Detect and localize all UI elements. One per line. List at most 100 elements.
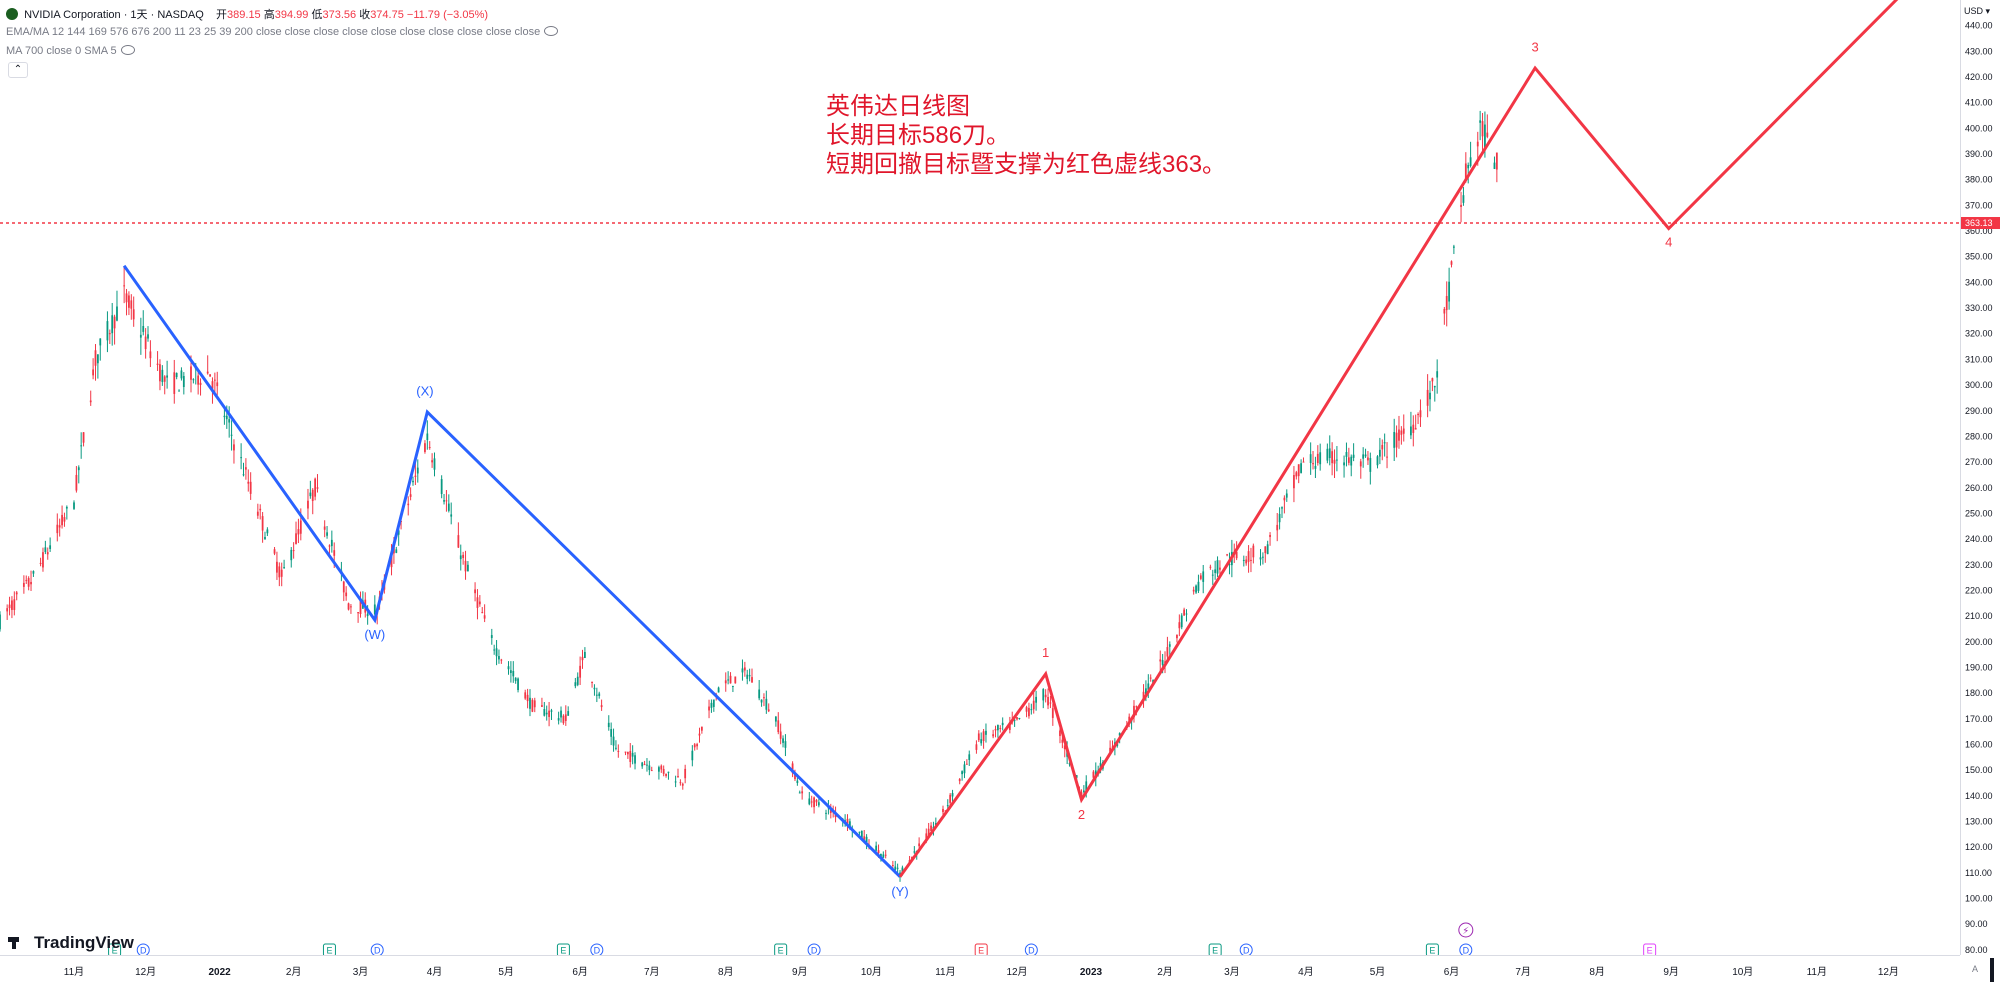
- candle-body: [128, 295, 130, 308]
- indicator-legend-ema[interactable]: EMA/MA 12 144 169 576 676 200 11 23 25 3…: [6, 26, 559, 38]
- high-value: 394.99: [274, 9, 309, 21]
- price-tick-label: 420.00: [1965, 72, 1993, 82]
- candle-body: [6, 608, 9, 612]
- candle-body: [431, 460, 434, 463]
- candle-body: [1242, 559, 1245, 561]
- candle-body: [591, 681, 593, 683]
- price-tick-label: 400.00: [1965, 123, 1993, 133]
- event-marker-letter: D: [811, 946, 818, 956]
- candle-body: [326, 532, 328, 536]
- candle-body: [1032, 700, 1035, 710]
- candle-body: [1431, 378, 1434, 382]
- time-tick-label: 10月: [861, 966, 882, 978]
- candle-body: [545, 712, 548, 715]
- chart-pane[interactable]: (W) (X) (Y) 1 2 3 4 E D E D E D E D E D E D E D E ⚡: [0, 0, 1960, 957]
- candle-body: [139, 334, 142, 338]
- chart-annotation[interactable]: 英伟达日线图 长期目标586刀。 短期回撤目标暨支撑为红色虚线363。: [826, 92, 1226, 179]
- candle-body: [280, 569, 283, 577]
- candle-body: [875, 845, 878, 851]
- candle-body: [541, 705, 543, 707]
- eye-hidden-icon[interactable]: [120, 45, 135, 55]
- candle-body: [1109, 747, 1112, 752]
- candle-body: [913, 851, 916, 853]
- candle-body: [665, 773, 667, 776]
- candle-body: [92, 369, 95, 376]
- candle-body: [595, 694, 598, 696]
- candle-body: [230, 434, 233, 436]
- price-tick-label: 190.00: [1965, 662, 1993, 672]
- event-marker: D: [370, 943, 384, 957]
- candle-body: [949, 794, 952, 803]
- candle-body: [1436, 371, 1439, 378]
- candle-body: [567, 711, 570, 716]
- currency-selector[interactable]: USD ▾: [1964, 6, 1991, 16]
- candle-body: [629, 750, 632, 762]
- time-tick-label: 2月: [286, 966, 302, 978]
- candle-body: [1350, 456, 1353, 466]
- time-tick-label: 12月: [1878, 966, 1899, 978]
- event-marker-letter: E: [778, 946, 784, 956]
- event-marker: E: [556, 943, 570, 957]
- candle-body: [1030, 709, 1033, 711]
- price-tick-label: 210.00: [1965, 611, 1993, 621]
- candle-body: [15, 592, 18, 595]
- candle-body: [1297, 464, 1300, 477]
- candle-body: [548, 710, 550, 717]
- price-tick-label: 120.00: [1965, 842, 1993, 852]
- candle-body: [980, 739, 983, 744]
- candle-body: [357, 612, 359, 614]
- time-axis[interactable]: 11月 12月 2022 2月 3月 4月 5月 6月 7月 8月 9月 10月 11月 12月 2023 2…: [0, 955, 1960, 984]
- wave-label: (Y): [891, 884, 908, 899]
- candle-body: [75, 474, 78, 491]
- event-marker: E: [322, 943, 336, 957]
- price-tick-label: 430.00: [1965, 46, 1993, 56]
- candle-body: [1293, 475, 1295, 489]
- time-tick-label: 5月: [498, 966, 514, 978]
- candle-body: [1276, 524, 1279, 531]
- collapse-legend-button[interactable]: ⌃: [8, 62, 28, 78]
- candle-body: [1118, 733, 1121, 736]
- candle-body: [961, 771, 963, 775]
- candle-body: [42, 552, 44, 568]
- candle-body: [450, 514, 453, 517]
- candle-body: [1295, 472, 1298, 477]
- wave-label: 2: [1078, 807, 1085, 822]
- candle-body: [175, 372, 178, 378]
- autoscale-button[interactable]: A: [1972, 964, 1979, 974]
- candle-body: [44, 547, 47, 553]
- change-value: −11.79 (−3.05%): [406, 9, 489, 21]
- candle-body: [1147, 683, 1150, 690]
- candle-body: [447, 503, 450, 511]
- candle-body: [951, 793, 954, 797]
- candle-body: [1479, 120, 1482, 123]
- candle-body: [598, 693, 601, 696]
- candle-body: [478, 601, 481, 605]
- candle-body: [1219, 567, 1221, 570]
- candle-body: [1378, 449, 1381, 457]
- candle-body: [199, 382, 202, 385]
- eye-hidden-icon[interactable]: [544, 26, 559, 36]
- time-axis-canvas: 11月 12月 2022 2月 3月 4月 5月 6月 7月 8月 9月 10月 11月 12月 2023 2…: [64, 966, 1899, 978]
- scroll-handle[interactable]: [1990, 958, 1994, 982]
- candle-body: [1462, 195, 1465, 203]
- candle-body: [390, 554, 393, 568]
- candle-body: [132, 309, 135, 320]
- candle-body: [1316, 453, 1319, 463]
- candle-body: [13, 599, 16, 610]
- price-axis[interactable]: 80.00 90.00 100.00 110.00 120.00 130.00 140.00…: [1960, 0, 2000, 955]
- price-tick-label: 150.00: [1965, 765, 1993, 775]
- candle-body: [681, 783, 684, 786]
- tradingview-logo[interactable]: TradingView: [8, 933, 134, 953]
- candle-body: [328, 545, 331, 547]
- annotation-line-3: 短期回撤目标暨支撑为红色虚线363。: [826, 151, 1227, 178]
- indicator-legend-ma[interactable]: MA 700 close 0 SMA 5: [6, 45, 135, 57]
- symbol-legend[interactable]: NVIDIA Corporation · 1天 · NASDAQ 开389.15…: [6, 6, 488, 22]
- candle-body: [1402, 428, 1405, 434]
- candle-body: [130, 300, 133, 309]
- candle-body: [968, 754, 971, 760]
- chart-canvas[interactable]: (W) (X) (Y) 1 2 3 4 E D E D E D E D E D E D E D E ⚡: [0, 0, 1960, 957]
- indicator-ema-label: EMA/MA 12 144 169 576 676 200 11 23 25 3…: [6, 26, 541, 38]
- price-tick-label: 360.00: [1965, 226, 1993, 236]
- candle-body: [767, 709, 770, 712]
- candle-body: [1252, 545, 1255, 558]
